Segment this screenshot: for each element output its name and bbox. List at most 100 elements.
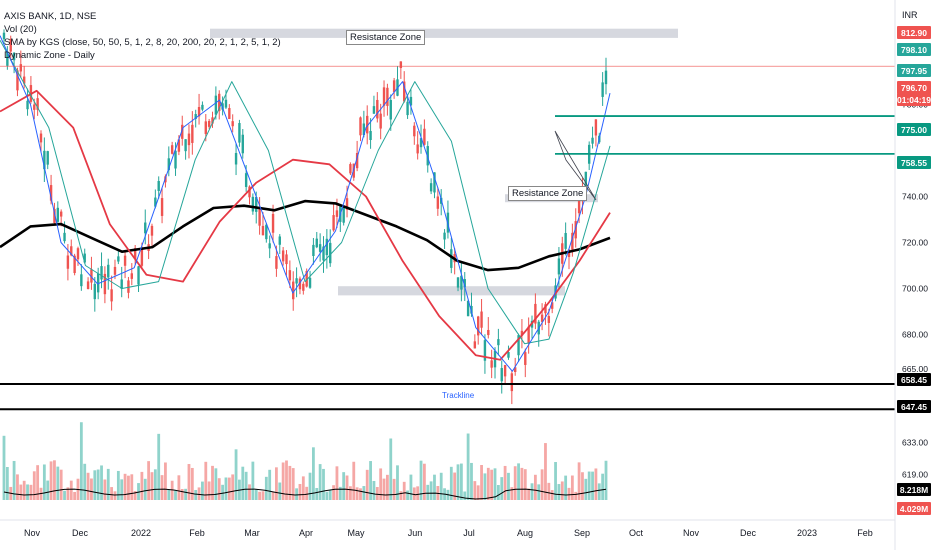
legend-dynamic-zone[interactable]: Dynamic Zone - Daily bbox=[4, 50, 95, 61]
candle-body bbox=[308, 277, 312, 288]
volume-bar bbox=[345, 475, 349, 500]
volume-bar bbox=[587, 471, 591, 500]
candle-body bbox=[228, 108, 231, 120]
volume-bar bbox=[298, 483, 302, 500]
candle-body bbox=[96, 273, 100, 293]
candle-body bbox=[379, 113, 382, 129]
volume-bar bbox=[591, 471, 594, 500]
candle-body bbox=[527, 326, 530, 344]
candle-body bbox=[517, 335, 520, 356]
price-tag-label: 798.10 bbox=[901, 45, 927, 55]
volume-bar bbox=[268, 469, 272, 500]
candle-body bbox=[187, 133, 191, 146]
volume-bar bbox=[157, 433, 161, 500]
candle-body bbox=[181, 124, 184, 139]
volume-bar bbox=[288, 465, 292, 500]
volume-bar bbox=[217, 478, 221, 500]
candle-body bbox=[157, 180, 160, 191]
candle-body bbox=[207, 120, 211, 127]
volume-bar bbox=[325, 491, 329, 500]
volume-bar bbox=[338, 486, 342, 500]
volume-bar bbox=[93, 470, 97, 500]
candle-body bbox=[261, 225, 265, 236]
volume-bar bbox=[275, 467, 278, 500]
price-tag-label: 647.45 bbox=[901, 402, 927, 412]
price-tag-label: 658.45 bbox=[901, 375, 927, 385]
candle-body bbox=[184, 139, 187, 152]
volume-bar bbox=[120, 479, 124, 500]
volume-bar bbox=[581, 472, 584, 500]
candle-body bbox=[604, 70, 608, 85]
candle-body bbox=[248, 186, 251, 198]
volume-bar bbox=[365, 469, 369, 500]
candle-body bbox=[329, 242, 332, 264]
volume-bar bbox=[520, 467, 524, 500]
volume-bar bbox=[402, 481, 406, 500]
x-tick-label: May bbox=[347, 528, 365, 538]
volume-bar bbox=[335, 466, 339, 500]
volume-bar bbox=[271, 491, 275, 500]
volume-bar bbox=[29, 484, 33, 500]
volume-bar bbox=[153, 469, 157, 500]
price-tag-bg bbox=[897, 64, 931, 77]
candle-body bbox=[312, 244, 315, 256]
volume-bar bbox=[12, 460, 16, 500]
candle-body bbox=[231, 121, 234, 127]
candle-body bbox=[204, 121, 207, 134]
volume-bar bbox=[554, 462, 557, 500]
volume-bar bbox=[251, 461, 255, 500]
legend-sma[interactable]: SMA by KGS (close, 50, 50, 5, 1, 2, 8, 2… bbox=[4, 37, 281, 48]
volume-bar bbox=[496, 485, 500, 500]
candle-body bbox=[567, 249, 571, 257]
x-tick-label: 2022 bbox=[131, 528, 151, 538]
candle-body bbox=[56, 207, 60, 222]
volume-bar bbox=[106, 468, 110, 500]
volume-bar bbox=[349, 486, 352, 500]
candle-body bbox=[19, 64, 23, 72]
volume-bar bbox=[211, 465, 214, 500]
volume-ma-line bbox=[3, 488, 607, 500]
candle-body bbox=[49, 185, 53, 201]
volume-bar bbox=[180, 489, 184, 500]
legend-volume[interactable]: Vol (20) bbox=[4, 24, 37, 35]
candle-body bbox=[214, 95, 218, 115]
candle-body bbox=[201, 104, 204, 110]
candle-body bbox=[436, 196, 440, 209]
candle-body bbox=[295, 278, 298, 284]
volume-bar bbox=[601, 473, 605, 500]
volume-bar bbox=[204, 461, 208, 500]
volume-bar bbox=[96, 469, 100, 500]
candle-body bbox=[281, 250, 285, 262]
candle-body bbox=[93, 283, 97, 300]
volume-bar bbox=[116, 470, 120, 500]
candle-body bbox=[513, 367, 517, 373]
candle-body bbox=[483, 340, 487, 361]
candle-body bbox=[342, 207, 345, 223]
volume-bar bbox=[570, 475, 574, 500]
volume-bar bbox=[110, 487, 114, 500]
volume-bar bbox=[201, 481, 204, 500]
volume-bar bbox=[342, 472, 346, 500]
candle-body bbox=[197, 107, 201, 117]
volume-bar bbox=[500, 477, 504, 500]
volume-bar bbox=[194, 489, 198, 500]
volume-bar bbox=[490, 469, 494, 500]
candle-body bbox=[550, 302, 554, 309]
candle-body bbox=[426, 146, 429, 166]
legend-symbol[interactable]: AXIS BANK, 1D, NSE bbox=[4, 11, 97, 22]
volume-bar bbox=[550, 490, 554, 500]
candle-body bbox=[90, 269, 93, 283]
volume-bar bbox=[369, 461, 372, 500]
volume-bar bbox=[318, 464, 322, 500]
volume-bar bbox=[574, 491, 578, 500]
volume-bar bbox=[214, 468, 218, 500]
y-tick-label: 619.00 bbox=[902, 470, 928, 480]
volume-bar bbox=[375, 487, 379, 500]
candle-body bbox=[584, 171, 588, 190]
volume-bar bbox=[433, 474, 436, 500]
volume-bar bbox=[577, 462, 581, 500]
volume-bar bbox=[493, 468, 497, 500]
candle-body bbox=[66, 255, 70, 269]
